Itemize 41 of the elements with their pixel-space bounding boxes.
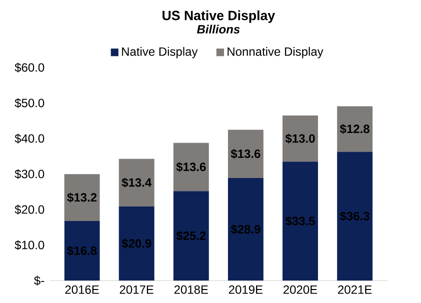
bar <box>64 220 100 280</box>
bar <box>173 142 209 191</box>
x-tick-label: 2021E <box>338 285 372 294</box>
bar <box>64 174 100 221</box>
chart-subtitle: Billions <box>196 24 240 34</box>
y-tick-label: $- <box>34 276 44 286</box>
y-tick-label: $40.0 <box>14 134 44 144</box>
y-tick-label: $50.0 <box>14 98 44 108</box>
data-label: $20.9 <box>122 238 152 248</box>
data-label: $13.2 <box>67 192 97 202</box>
legend-label: Nonnative Display <box>228 46 324 58</box>
x-tick-label: 2020E <box>284 285 318 294</box>
y-tick-label: $20.0 <box>14 204 44 214</box>
bar <box>228 178 264 280</box>
data-label: $28.9 <box>230 224 260 234</box>
data-label: $13.4 <box>122 178 152 188</box>
y-tick-label: $60.0 <box>14 62 44 72</box>
bar <box>337 106 373 152</box>
y-tick-label: $10.0 <box>14 240 44 250</box>
data-label: $13.6 <box>176 162 206 172</box>
bar <box>173 190 209 280</box>
data-label: $25.2 <box>176 230 206 241</box>
data-label: $33.5 <box>285 216 315 226</box>
bar <box>337 152 373 280</box>
bar <box>118 158 154 206</box>
data-label: $13.0 <box>285 134 315 144</box>
bar <box>282 115 318 162</box>
x-tick-label: 2018E <box>174 285 208 294</box>
data-label: $13.6 <box>230 148 260 159</box>
data-label: $12.8 <box>340 124 370 134</box>
y-tick-label: $30.0 <box>14 169 44 179</box>
bar <box>118 206 154 280</box>
data-label: $36.3 <box>340 211 370 221</box>
x-tick-label: 2017E <box>120 285 154 294</box>
bar <box>228 130 264 178</box>
legend-label: Native Display <box>122 46 198 58</box>
x-tick-label: 2019E <box>228 285 263 294</box>
chart-title: US Native Display <box>162 10 276 23</box>
data-label: $16.8 <box>67 246 97 256</box>
bar <box>282 161 318 280</box>
x-tick-label: 2016E <box>65 285 99 294</box>
